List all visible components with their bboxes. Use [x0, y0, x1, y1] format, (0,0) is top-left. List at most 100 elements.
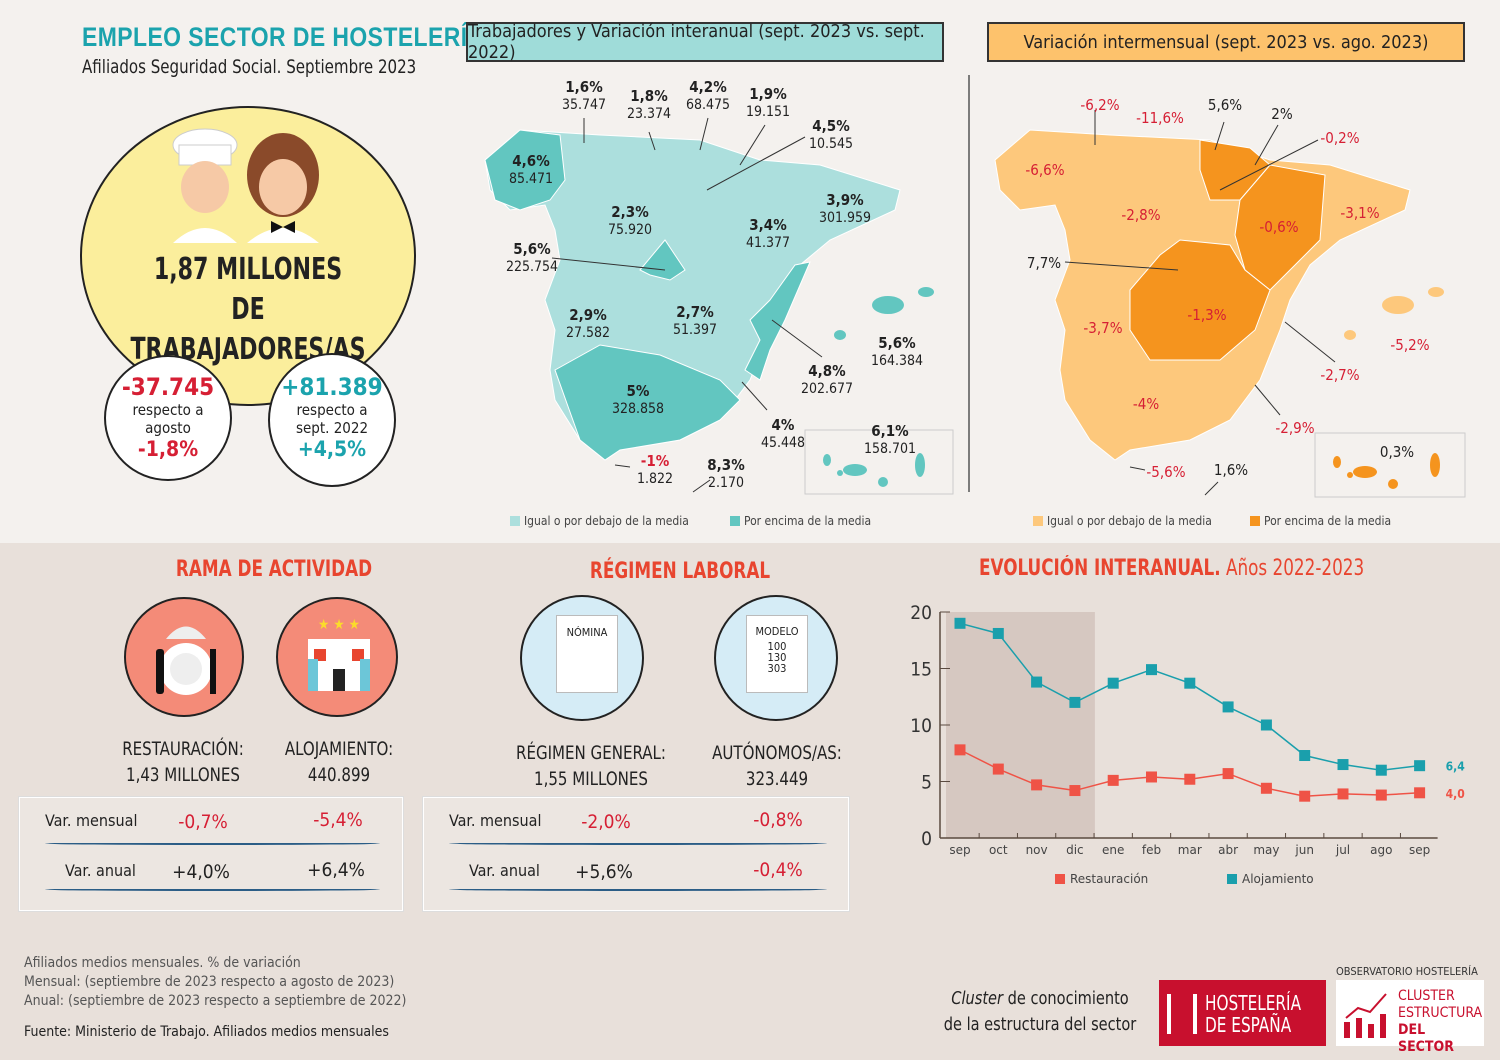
annual-text1: respecto a [296, 401, 368, 419]
annual-text2: sept. 2022 [295, 419, 369, 437]
map1-legend-below: Igual o por debajo de la media [510, 514, 689, 528]
x-tick-label: ago [1370, 843, 1392, 857]
row-label-mensual: Var. mensual [45, 811, 138, 830]
workers-illustration-icon [172, 128, 319, 243]
map2-label-galicia: -6,6% [1025, 161, 1065, 179]
monthly-text2: agosto [145, 419, 191, 437]
nomina-document-icon: NÓMINA [520, 595, 644, 721]
data-point-alojamiento [1337, 759, 1349, 771]
autonomos-label: AUTÓNOMOS/AS: 323.449 [712, 742, 842, 790]
regimen-general-label: RÉGIMEN GENERAL: 1,55 MILLONES [516, 742, 666, 790]
source: Fuente: Ministerio de Trabajo. Afiliados… [24, 1024, 389, 1040]
map2-label-castilla-la-mancha: -1,3% [1187, 306, 1227, 324]
modelo-doc: MODELO 100 130 303 [746, 615, 808, 693]
x-tick-label: feb [1142, 843, 1161, 857]
legend-swatch [1055, 874, 1065, 884]
madrid-region [639, 239, 686, 281]
map1-extremadura: 2,9% 27.582 [565, 306, 611, 341]
map2-label-la-rioja: -0,2% [1320, 129, 1360, 147]
autonomos-anual: -0,4% [753, 859, 803, 881]
rama-title: RAMA DE ACTIVIDAD [175, 557, 373, 582]
clm-region [1129, 239, 1271, 361]
page-subtitle: Afiliados Seguridad Social. Septiembre 2… [82, 56, 417, 78]
map2-label-melilla: 1,6% [1213, 461, 1249, 479]
regimen-variation-box: Var. mensual -2,0% -0,8% Var. anual +5,6… [423, 797, 849, 911]
data-point-alojamiento [992, 627, 1004, 639]
hosteleria-espana-logo: HOSTELERÍA DE ESPAÑA [1159, 980, 1326, 1046]
map1-canarias: 6,1% 158.701 [863, 422, 917, 457]
monthly-text1: respecto a [132, 401, 204, 419]
x-tick-label: ene [1102, 843, 1124, 857]
divider [449, 842, 827, 845]
annual-change-circle: +81.389 respecto a sept. 2022 +4,5% [268, 353, 396, 487]
general-anual: +5,6% [575, 861, 633, 883]
data-point-alojamiento [1222, 701, 1234, 713]
x-tick-label: nov [1026, 843, 1048, 857]
data-point-restauración [1260, 782, 1272, 794]
map2-label-castilla-y-le-n: -2,8% [1121, 206, 1161, 224]
data-point-alojamiento [1414, 760, 1426, 772]
end-label-restauración: 4,0 [1446, 787, 1465, 801]
annual-change-pct: +4,5% [297, 437, 367, 461]
hotel-icon: ★ ★ ★ [276, 597, 398, 717]
map1-ceuta: -1% 1.822 [636, 452, 674, 487]
map2-label-cantabria: -11,6% [1136, 109, 1184, 127]
map2-label-andaluc-a: -4% [1132, 395, 1160, 413]
line-chart: 0 5 10 15 20 sep oct nov dic ene feb mar abr may jun ju… [910, 602, 1466, 886]
x-tick-label: sep [1409, 843, 1430, 857]
divider [45, 842, 380, 845]
monthly-change-circle: -37.745 respecto a agosto -1,8% [104, 355, 232, 481]
monthly-change-pct: -1,8% [137, 437, 199, 461]
monthly-map-title: Variación intermensual (sept. 2023 vs. a… [987, 22, 1465, 62]
data-point-alojamiento [1375, 764, 1387, 776]
restauracion-anual: +4,0% [172, 861, 230, 883]
cluster-logo: CLUSTER ESTRUCTURA DEL SECTOR [1336, 980, 1484, 1055]
data-point-restauración [954, 744, 966, 756]
map2-label-canarias: 0,3% [1379, 443, 1415, 461]
notes: Afiliados medios mensuales. % de variaci… [24, 955, 407, 1009]
map1-baleares: 5,6% 164.384 [870, 334, 924, 369]
total-line1: 1,87 MILLONES [153, 252, 343, 287]
y-tick-label: 15 [910, 659, 932, 681]
annual-map [484, 117, 954, 495]
map1-navarra: 1,9% 19.151 [745, 85, 791, 120]
data-point-alojamiento [1184, 677, 1196, 689]
map2-legend-above: Por encima de la media [1250, 514, 1391, 528]
restauracion-label: RESTAURACIÓN: 1,43 MILLONES [122, 738, 244, 786]
map1-pais-vasco: 4,2% 68.475 [685, 78, 731, 113]
divider [449, 888, 827, 891]
end-label-alojamiento: 6,4 [1446, 760, 1466, 774]
candlestick-icon [1344, 993, 1387, 1038]
data-point-restauración [1375, 789, 1387, 801]
map1-melilla: 8,3% 2.170 [707, 456, 745, 491]
nomina-label: NÓMINA [556, 615, 618, 693]
svg-text:★ ★ ★: ★ ★ ★ [318, 617, 360, 633]
general-mensual: -2,0% [581, 811, 631, 833]
map2-label-navarra: 2% [1271, 105, 1293, 123]
map1-rioja: 4,5% 10.545 [808, 117, 854, 152]
data-point-restauración [1337, 788, 1349, 800]
modelo-document-icon: MODELO 100 130 303 [714, 595, 838, 721]
shaded-period [946, 612, 1095, 838]
y-tick-label: 0 [921, 828, 932, 850]
data-point-restauración [1069, 785, 1081, 797]
restauracion-mensual: -0,7% [178, 811, 228, 833]
page-title: EMPLEO SECTOR DE HOSTELERÍA [82, 22, 485, 52]
map2-label-arag-n: -0,6% [1259, 218, 1299, 236]
data-point-alojamiento [1260, 719, 1272, 731]
monthly-map [994, 110, 1466, 498]
map2-label-ceuta: -5,6% [1146, 463, 1186, 481]
alojamiento-label: ALOJAMIENTO: 440.899 [284, 738, 394, 786]
row-label-mensual: Var. mensual [449, 811, 542, 830]
monthly-change-value: -37.745 [121, 373, 215, 401]
y-tick-label: 10 [910, 715, 932, 737]
x-tick-label: jul [1335, 843, 1350, 857]
canarias-region [823, 453, 925, 487]
data-point-restauración [1299, 790, 1311, 802]
data-point-alojamiento [1069, 696, 1081, 708]
map1-castilla-leon: 2,3% 75.920 [607, 203, 653, 238]
map2-label-pa-s-vasco: 5,6% [1207, 96, 1243, 114]
map2-label-c-valenciana: -2,7% [1320, 366, 1360, 384]
restaurant-icon [124, 597, 244, 717]
map2-label-madrid: 7,7% [1026, 254, 1062, 272]
